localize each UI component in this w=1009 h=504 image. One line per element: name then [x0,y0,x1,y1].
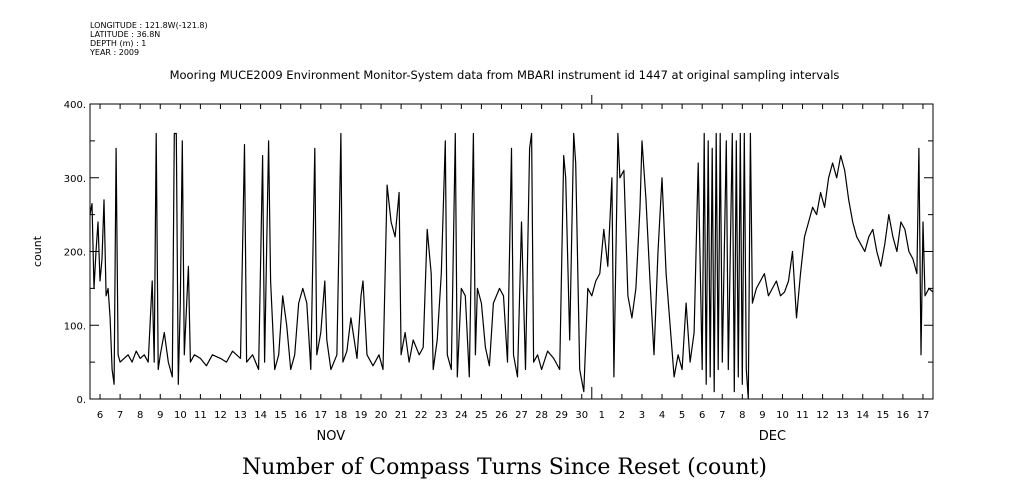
x-tick-label: 11 [796,410,809,421]
x-tick-label: 8 [739,410,745,421]
x-tick-label: 15 [876,410,889,421]
x-tick-label: 13 [836,410,849,421]
data-series-line [89,132,934,400]
y-tick-label: 100. [64,321,86,332]
x-tick-label: 1 [599,410,605,421]
x-tick-label: 5 [679,410,685,421]
latitude-text: LATITUDE : 36.8N [90,30,161,39]
x-tick-label: 26 [495,410,508,421]
x-tick-label: 13 [234,410,247,421]
x-tick-label: 19 [355,410,368,421]
year-text: YEAR : 2009 [90,48,140,57]
x-tick-label: 10 [776,410,789,421]
y-axis-label: count [31,235,44,267]
month-label: DEC [759,429,786,444]
month-label: NOV [317,429,346,444]
x-tick-label: 9 [157,410,163,421]
x-tick-label: 8 [137,410,143,421]
x-tick-label: 30 [575,410,588,421]
x-tick-label: 14 [856,410,869,421]
metadata-block: LONGITUDE : 121.8W(-121.8) LATITUDE : 36… [90,21,208,57]
x-tick-label: 2 [619,410,625,421]
chart-subtitle: Number of Compass Turns Since Reset (cou… [241,455,768,480]
x-tick-label: 17 [917,410,930,421]
y-tick-label: 300. [64,174,86,185]
x-tick-label: 16 [897,410,910,421]
x-tick-label: 22 [415,410,428,421]
x-tick-label: 21 [395,410,408,421]
depth-text: DEPTH (m) : 1 [90,39,147,48]
x-tick-label: 12 [816,410,829,421]
x-tick-label: 7 [117,410,123,421]
x-tick-label: 6 [97,410,103,421]
x-tick-label: 28 [535,410,548,421]
x-tick-label: 25 [475,410,488,421]
x-tick-label: 10 [174,410,187,421]
x-tick-label: 9 [759,410,765,421]
y-tick-label: 0. [76,395,86,406]
x-tick-label: 27 [515,410,528,421]
y-tick-label: 200. [64,248,86,259]
x-tick-label: 23 [435,410,448,421]
x-tick-label: 4 [659,410,665,421]
y-tick-label: 400. [64,100,86,111]
x-tick-label: 6 [699,410,705,421]
longitude-text: LONGITUDE : 121.8W(-121.8) [90,21,208,30]
x-tick-label: 16 [294,410,307,421]
x-tick-label: 3 [639,410,645,421]
x-tick-label: 15 [274,410,287,421]
x-tick-label: 18 [335,410,348,421]
x-tick-label: 11 [194,410,207,421]
x-tick-label: 7 [719,410,725,421]
x-tick-label: 12 [214,410,227,421]
chart-title: Mooring MUCE2009 Environment Monitor-Sys… [169,68,840,82]
x-tick-label: 24 [455,410,468,421]
x-tick-label: 14 [254,410,267,421]
x-tick-label: 29 [555,410,568,421]
x-tick-label: 17 [314,410,327,421]
x-tick-label: 20 [375,410,388,421]
